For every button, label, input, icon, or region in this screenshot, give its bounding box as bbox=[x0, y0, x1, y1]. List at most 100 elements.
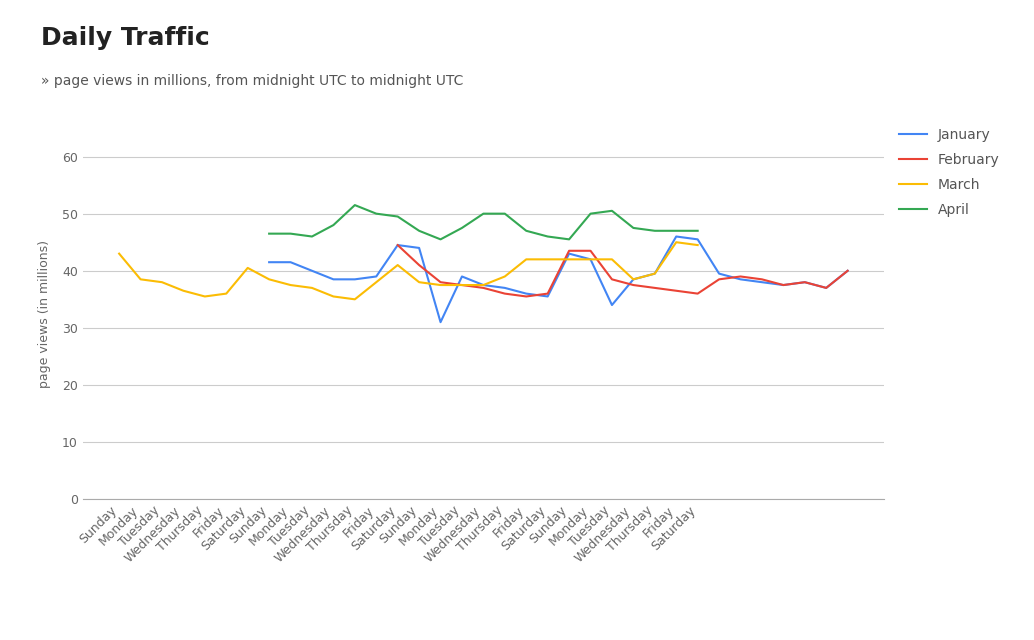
February bbox=[498, 290, 511, 298]
February bbox=[456, 281, 468, 289]
February bbox=[477, 284, 489, 292]
January bbox=[692, 236, 704, 243]
January bbox=[756, 278, 768, 286]
March bbox=[520, 255, 533, 263]
January bbox=[648, 270, 661, 278]
April bbox=[670, 227, 682, 235]
February bbox=[692, 290, 704, 298]
March bbox=[584, 255, 597, 263]
January bbox=[820, 284, 832, 292]
March bbox=[370, 278, 383, 286]
April bbox=[392, 212, 404, 220]
April bbox=[263, 230, 275, 237]
March bbox=[134, 275, 147, 283]
February bbox=[584, 247, 597, 255]
January bbox=[542, 292, 554, 300]
Line: February: February bbox=[398, 245, 848, 296]
January bbox=[798, 278, 811, 286]
March bbox=[263, 275, 275, 283]
March bbox=[542, 255, 554, 263]
March bbox=[477, 281, 489, 289]
April bbox=[477, 210, 489, 218]
February bbox=[648, 284, 661, 292]
Text: » page views in millions, from midnight UTC to midnight UTC: » page views in millions, from midnight … bbox=[41, 74, 463, 88]
January bbox=[628, 275, 640, 283]
March bbox=[113, 250, 125, 257]
March bbox=[562, 255, 575, 263]
March bbox=[306, 284, 318, 292]
April bbox=[456, 224, 468, 232]
January bbox=[392, 241, 404, 249]
April bbox=[370, 210, 383, 218]
February bbox=[542, 290, 554, 298]
February bbox=[628, 281, 640, 289]
April bbox=[306, 233, 318, 241]
March bbox=[242, 264, 254, 272]
January bbox=[734, 275, 747, 283]
January bbox=[670, 233, 682, 241]
February bbox=[670, 287, 682, 294]
February bbox=[820, 284, 832, 292]
March bbox=[413, 278, 425, 286]
Line: April: April bbox=[269, 205, 698, 239]
March bbox=[670, 238, 682, 246]
March bbox=[692, 241, 704, 249]
April bbox=[284, 230, 297, 237]
April bbox=[327, 221, 339, 229]
January bbox=[327, 275, 339, 283]
January bbox=[778, 281, 790, 289]
March bbox=[348, 296, 361, 303]
March bbox=[606, 255, 618, 263]
February bbox=[413, 261, 425, 269]
March bbox=[284, 281, 297, 289]
January bbox=[842, 267, 854, 275]
March bbox=[177, 287, 189, 294]
January bbox=[370, 273, 383, 280]
February bbox=[520, 292, 533, 300]
February bbox=[606, 275, 618, 283]
February bbox=[778, 281, 790, 289]
March bbox=[628, 275, 640, 283]
April bbox=[628, 224, 640, 232]
January bbox=[263, 259, 275, 266]
January bbox=[413, 244, 425, 252]
January bbox=[520, 290, 533, 298]
April bbox=[606, 207, 618, 214]
January bbox=[456, 273, 468, 280]
March bbox=[156, 278, 169, 286]
April bbox=[562, 236, 575, 243]
January bbox=[477, 281, 489, 289]
February bbox=[734, 273, 747, 280]
January bbox=[606, 301, 618, 309]
January bbox=[562, 250, 575, 257]
January bbox=[306, 267, 318, 275]
January bbox=[434, 318, 447, 326]
January bbox=[498, 284, 511, 292]
February bbox=[392, 241, 404, 249]
April bbox=[648, 227, 661, 235]
March bbox=[220, 290, 233, 298]
March bbox=[498, 273, 511, 280]
January bbox=[584, 255, 597, 263]
Line: January: January bbox=[269, 237, 848, 322]
March bbox=[199, 292, 211, 300]
April bbox=[348, 201, 361, 209]
Legend: January, February, March, April: January, February, March, April bbox=[899, 127, 1000, 217]
February bbox=[562, 247, 575, 255]
January bbox=[348, 275, 361, 283]
February bbox=[798, 278, 811, 286]
April bbox=[520, 227, 533, 235]
April bbox=[413, 227, 425, 235]
February bbox=[842, 267, 854, 275]
April bbox=[692, 227, 704, 235]
March bbox=[456, 281, 468, 289]
February bbox=[756, 275, 768, 283]
February bbox=[712, 275, 725, 283]
March bbox=[392, 261, 404, 269]
March bbox=[434, 281, 447, 289]
April bbox=[542, 233, 554, 241]
April bbox=[434, 236, 447, 243]
April bbox=[584, 210, 597, 218]
Y-axis label: page views (in millions): page views (in millions) bbox=[38, 239, 51, 388]
Text: Daily Traffic: Daily Traffic bbox=[41, 26, 210, 50]
